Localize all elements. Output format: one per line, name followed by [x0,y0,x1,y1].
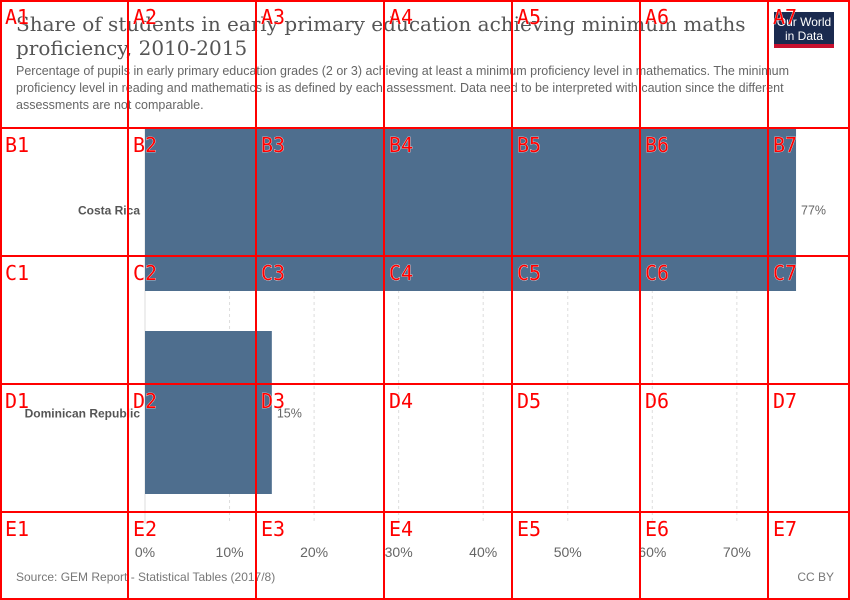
source-note[interactable]: Source: GEM Report - Statistical Tables … [16,570,276,584]
x-tick-label: 50% [554,544,582,560]
x-tick-label: 70% [723,544,751,560]
x-tick-label: 60% [638,544,666,560]
bar [145,128,797,291]
value-label: 15% [277,407,302,421]
x-tick-label: 30% [385,544,413,560]
x-tick-label: 40% [469,544,497,560]
category-label: Costa Rica [78,204,140,218]
x-tick-label: 20% [300,544,328,560]
x-tick-label: 10% [216,544,244,560]
value-label: 77% [801,204,826,218]
bar [145,331,272,494]
category-label: Dominican Republic [25,407,141,421]
license-link[interactable]: CC BY [797,570,834,584]
x-tick-label: 0% [135,544,155,560]
